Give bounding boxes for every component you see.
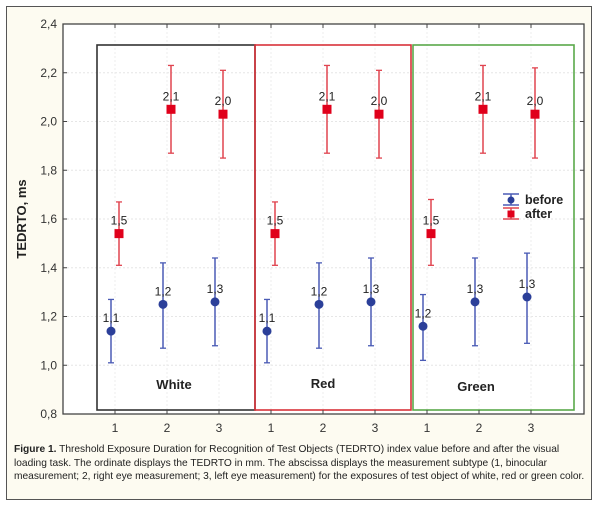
after-marker — [322, 104, 332, 114]
after-point-group: 2,0 — [371, 69, 388, 159]
group-label-red: Red — [311, 376, 336, 391]
grid-lines — [63, 24, 584, 414]
caption-text: Threshold Exposure Duration for Recognit… — [14, 444, 585, 483]
y-tick-label: 1,8 — [40, 163, 57, 177]
before-point-group: 1,3 — [519, 252, 536, 344]
x-tick-label: 1 — [268, 421, 275, 435]
before-data-label: 1,3 — [467, 282, 484, 296]
x-tick-label: 3 — [372, 421, 379, 435]
before-data-label: 1,2 — [415, 306, 432, 320]
before-point-group: 1,2 — [415, 293, 432, 362]
before-marker — [366, 297, 376, 307]
data-marks: 1,1 1,2 1,3 1,1 1,2 1,3 1,2 1,3 1,3 1,5 2,1 2,0 1,5 2… — [103, 64, 544, 364]
y-tick-label: 2,0 — [40, 115, 57, 129]
after-data-label: 1,5 — [267, 214, 284, 228]
group-box-green — [412, 44, 575, 411]
after-marker — [426, 229, 436, 239]
after-data-label: 2,0 — [527, 94, 544, 108]
before-marker — [314, 299, 324, 309]
before-point-group: 1,3 — [467, 257, 484, 347]
x-tick-label: 1 — [112, 421, 119, 435]
x-tick-label: 2 — [164, 421, 171, 435]
after-marker — [114, 229, 124, 239]
y-tick-label: 1,4 — [40, 261, 57, 275]
error-bar-chart: White Red Green 0,8 1,0 1,2 1,4 1,6 1,8 2,0 2,2 2,… — [14, 17, 585, 435]
before-marker — [522, 292, 532, 302]
after-data-label: 2,1 — [319, 89, 336, 103]
before-marker — [470, 297, 480, 307]
legend-before-marker — [507, 196, 515, 204]
after-data-label: 1,5 — [423, 214, 440, 228]
group-box-red — [254, 44, 412, 411]
after-point-group: 2,1 — [163, 64, 180, 154]
before-point-group: 1,1 — [259, 298, 276, 364]
after-point-group: 1,5 — [111, 201, 128, 266]
after-marker — [166, 104, 176, 114]
before-data-label: 1,1 — [259, 311, 276, 325]
before-point-group: 1,1 — [103, 298, 120, 364]
after-marker — [530, 109, 540, 119]
group-label-white: White — [156, 377, 191, 392]
legend-after-marker — [507, 210, 515, 218]
after-point-group: 1,5 — [267, 201, 284, 266]
after-point-group: 2,1 — [319, 64, 336, 154]
after-marker — [374, 109, 384, 119]
before-marker — [262, 326, 272, 336]
group-label-green: Green — [457, 379, 495, 394]
before-marker — [210, 297, 220, 307]
after-marker — [270, 229, 280, 239]
before-data-label: 1,3 — [363, 282, 380, 296]
after-point-group: 2,0 — [527, 67, 544, 159]
before-data-label: 1,2 — [311, 284, 328, 298]
x-tick-label: 2 — [476, 421, 483, 435]
before-data-label: 1,1 — [103, 311, 120, 325]
figure-caption: Figure 1. Threshold Exposure Duration fo… — [14, 443, 588, 484]
y-tick-label: 1,0 — [40, 358, 57, 372]
before-point-group: 1,2 — [155, 262, 172, 349]
y-tick-label: 0,8 — [40, 407, 57, 421]
legend-before-label: before — [525, 193, 563, 207]
after-data-label: 2,0 — [215, 94, 232, 108]
axes: 0,8 1,0 1,2 1,4 1,6 1,8 2,0 2,2 2,4 1 2 3 1 2 3 1 2 3 TEDR… — [14, 17, 585, 435]
before-point-group: 1,2 — [311, 262, 328, 349]
group-boxes: White Red Green — [96, 44, 575, 411]
after-marker — [218, 109, 228, 119]
after-point-group: 2,0 — [215, 69, 232, 159]
before-point-group: 1,3 — [207, 257, 224, 347]
before-marker — [158, 299, 168, 309]
y-tick-label: 2,2 — [40, 66, 57, 80]
after-data-label: 1,5 — [111, 214, 128, 228]
legend-after-label: after — [525, 207, 552, 221]
y-tick-label: 2,4 — [40, 17, 57, 31]
before-data-label: 1,3 — [207, 282, 224, 296]
y-tick-label: 1,2 — [40, 310, 57, 324]
x-tick-label: 3 — [528, 421, 535, 435]
after-point-group: 1,5 — [423, 198, 440, 266]
after-data-label: 2,0 — [371, 94, 388, 108]
x-tick-label: 1 — [424, 421, 431, 435]
before-point-group: 1,3 — [363, 257, 380, 347]
after-point-group: 2,1 — [475, 64, 492, 154]
after-data-label: 2,1 — [163, 89, 180, 103]
x-tick-label: 2 — [320, 421, 327, 435]
before-marker — [106, 326, 116, 336]
before-data-label: 1,3 — [519, 277, 536, 291]
y-axis-label: TEDRTO, ms — [14, 179, 29, 258]
before-data-label: 1,2 — [155, 284, 172, 298]
after-data-label: 2,1 — [475, 89, 492, 103]
y-tick-label: 1,6 — [40, 212, 57, 226]
caption-figure-label: Figure 1. — [14, 444, 57, 455]
before-marker — [418, 321, 428, 331]
after-marker — [478, 104, 488, 114]
x-tick-label: 3 — [216, 421, 223, 435]
